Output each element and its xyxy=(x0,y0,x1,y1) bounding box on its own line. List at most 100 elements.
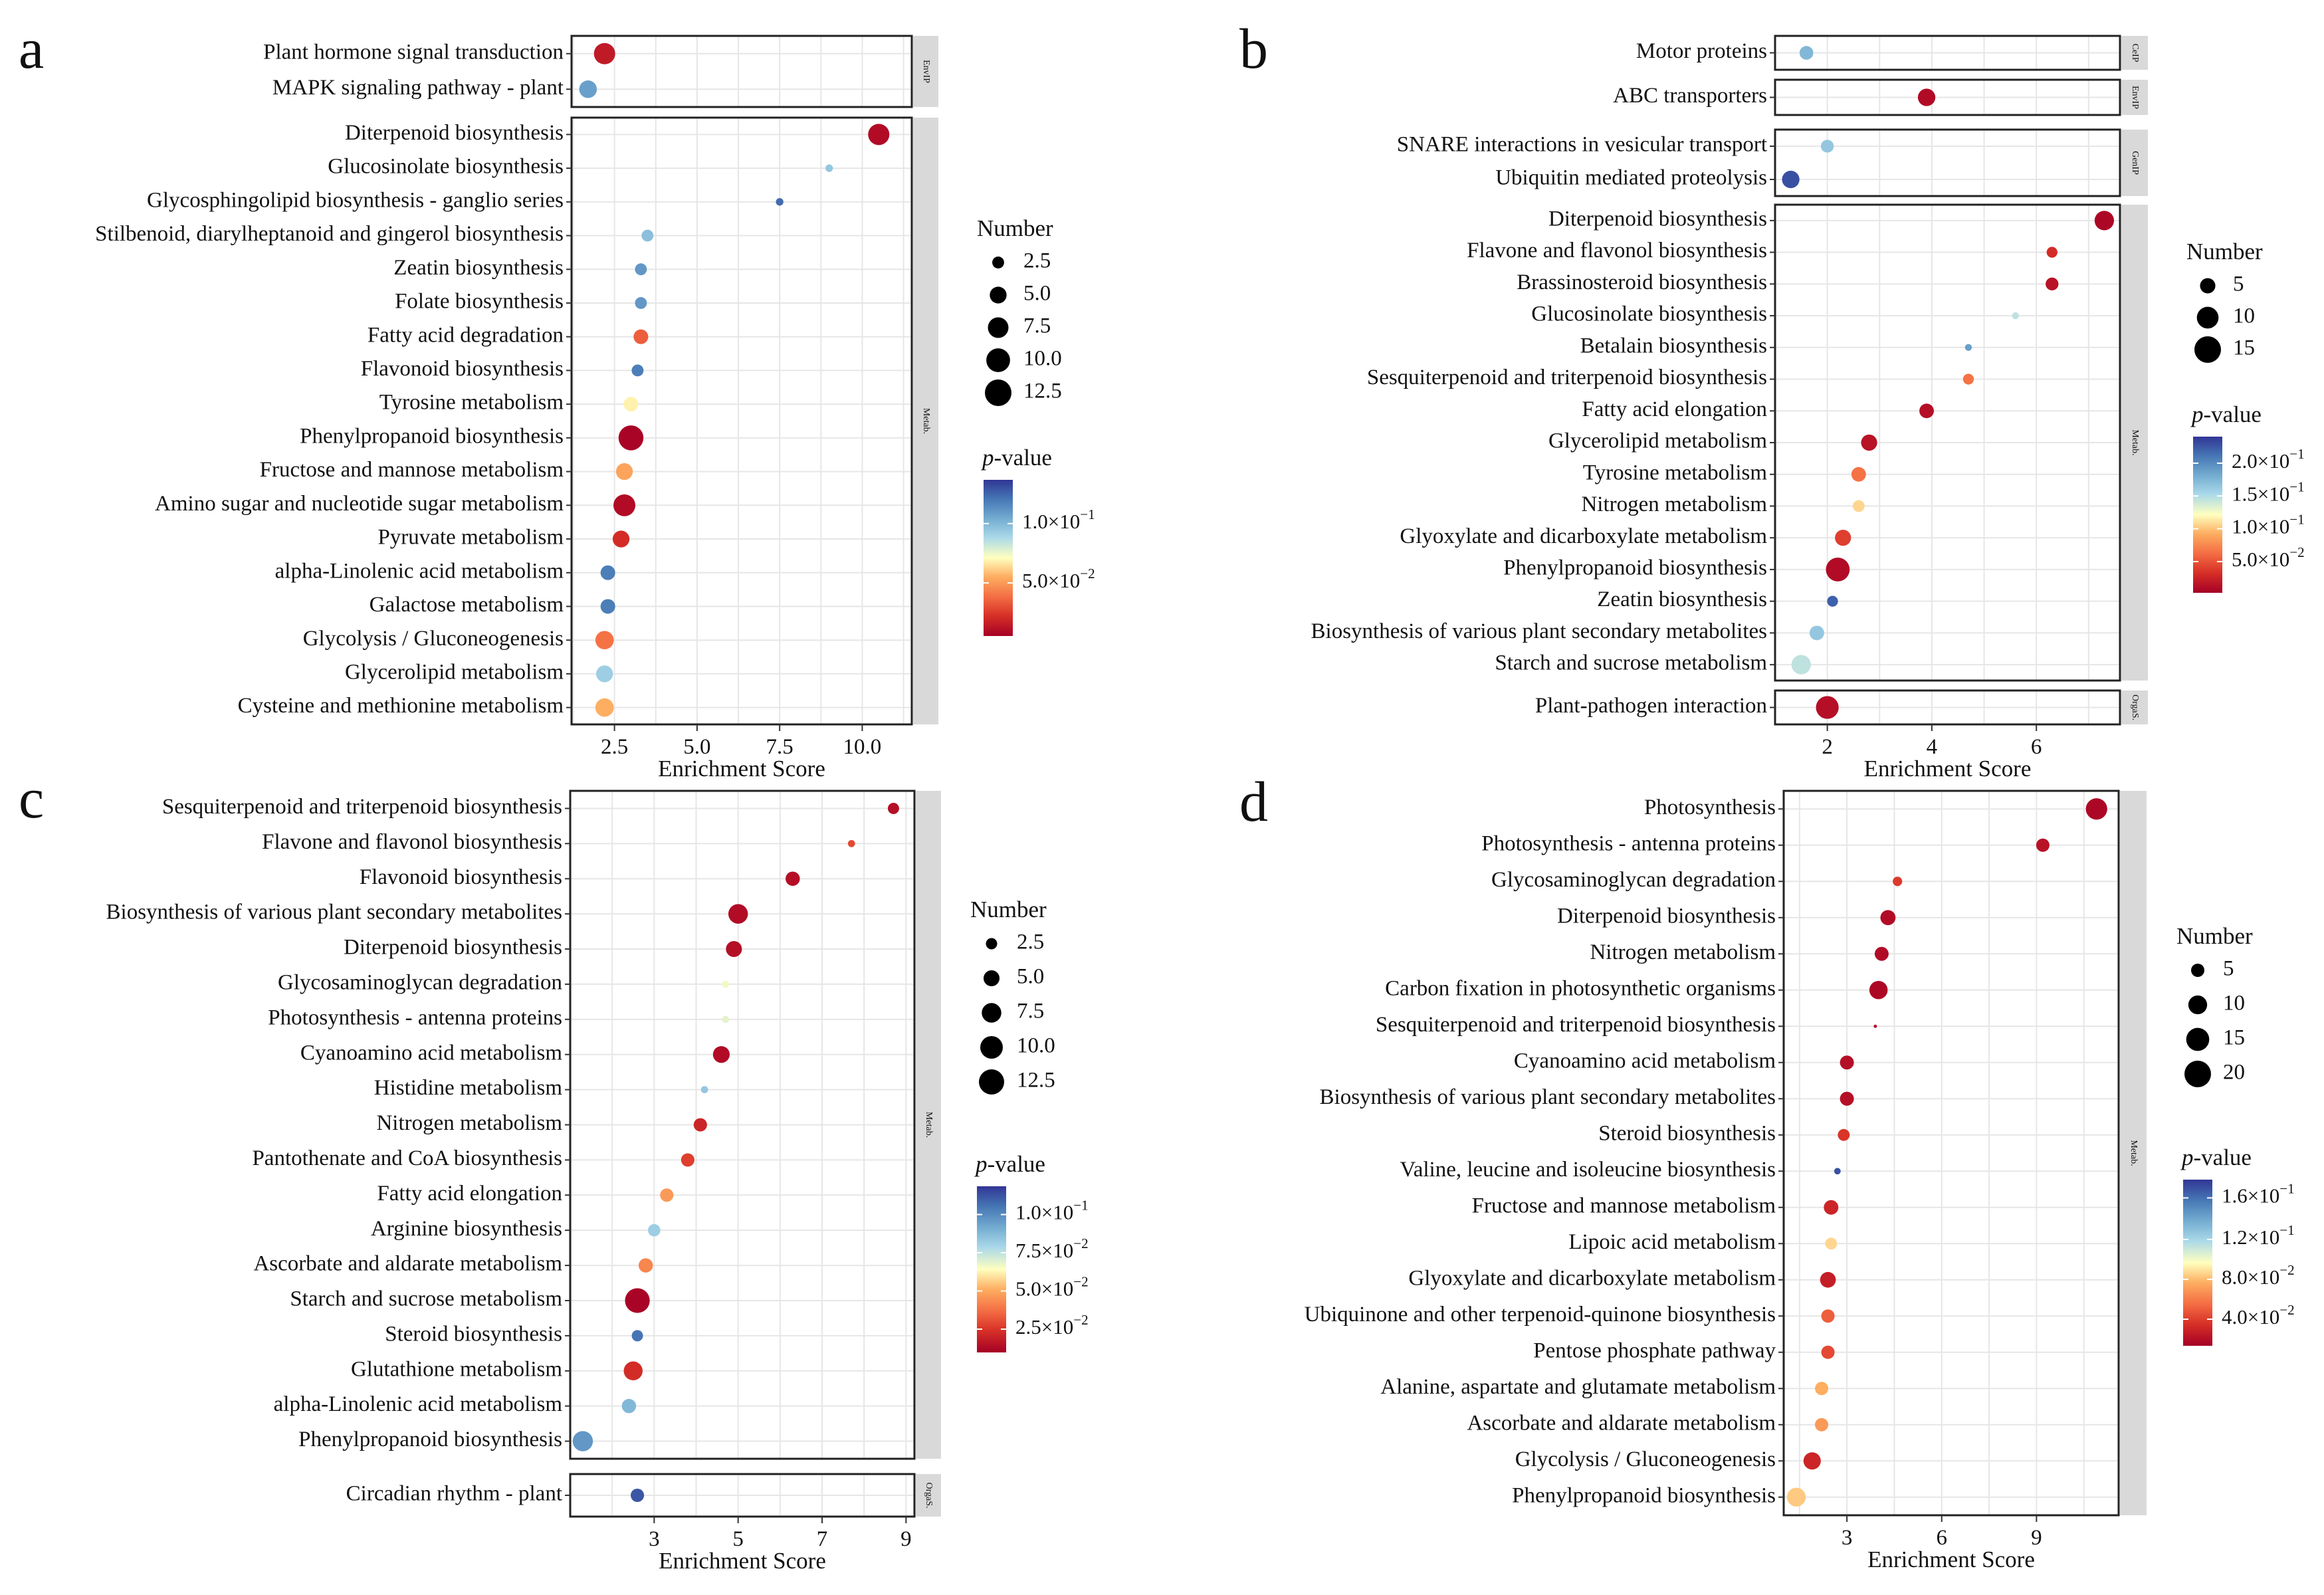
size-legend-label: 15 xyxy=(2223,1026,2245,1050)
facet-strip-label: EnvIP xyxy=(921,60,931,83)
data-point xyxy=(593,43,615,64)
y-tick-label: Glycosaminoglycan degradation xyxy=(1491,868,1776,892)
y-tick-label: Glucosinolate biosynthesis xyxy=(1531,302,1767,326)
color-bar-label-exponent: −1 xyxy=(1080,506,1095,522)
data-point xyxy=(641,229,654,242)
data-point xyxy=(579,80,597,98)
size-legend-key xyxy=(982,1003,1002,1023)
size-legend-key xyxy=(2196,306,2219,329)
size-legend-title: Number xyxy=(2176,923,2253,949)
data-point xyxy=(1815,1382,1829,1396)
data-point xyxy=(595,698,614,717)
x-tick-label: 2.5 xyxy=(601,735,628,759)
color-bar-label-exponent: −2 xyxy=(1073,1235,1088,1251)
panel-d: d Metab. Photosynthesis Photosynthesis - an… xyxy=(1239,770,2295,1572)
color-legend-title: p-value xyxy=(2180,1144,2252,1170)
y-tick-label: Nitrogen metabolism xyxy=(376,1111,562,1135)
data-point xyxy=(776,198,784,206)
facet-strip xyxy=(916,791,941,1459)
data-point xyxy=(612,530,630,548)
y-tick-label: alpha-Linolenic acid metabolism xyxy=(274,1392,563,1416)
facet-strip xyxy=(2121,130,2148,196)
x-tick-label: 2 xyxy=(1822,735,1833,759)
y-tick-label: Phenylpropanoid biosynthesis xyxy=(298,1428,562,1451)
data-point xyxy=(600,565,615,580)
y-tick-label: Flavone and flavonol biosynthesis xyxy=(1467,239,1767,263)
size-legend-key xyxy=(983,970,1000,987)
y-tick-label: Biosynthesis of various plant secondary … xyxy=(1320,1085,1776,1109)
y-tick-label: Pantothenate and CoA biosynthesis xyxy=(252,1146,562,1170)
data-point xyxy=(1815,1418,1829,1432)
data-point xyxy=(631,1330,643,1342)
y-tick-label: Glycerolipid metabolism xyxy=(1548,429,1767,453)
x-axis: 3 5 7 9 Enrichment Score xyxy=(649,1517,912,1574)
color-bar-label: 1.6×10−1 xyxy=(2222,1180,2295,1207)
y-tick-label: Fatty acid degradation xyxy=(368,323,564,347)
y-tick-label: Alanine, aspartate and glutamate metabol… xyxy=(1380,1375,1776,1399)
data-point xyxy=(635,297,647,309)
color-bar-label-mantissa: 1.6×10 xyxy=(2222,1184,2279,1208)
color-legend-title-italic: p xyxy=(2180,1144,2194,1170)
group-genip: GenIP SNARE interactions in vesicular tra… xyxy=(1397,128,2148,197)
color-bar-label: 4.0×10−2 xyxy=(2222,1302,2295,1329)
y-tick-label: Flavonoid biosynthesis xyxy=(361,357,564,381)
x-tick-label: 5 xyxy=(732,1527,744,1551)
x-axis-title: Enrichment Score xyxy=(1864,756,2032,782)
plot-frame xyxy=(1782,790,2120,1517)
y-tick-label: Amino sugar and nucleotide sugar metabol… xyxy=(155,492,564,516)
color-legend-title-rest: -value xyxy=(2204,401,2262,427)
data-point xyxy=(1835,530,1851,546)
y-tick-label: Tyrosine metabolism xyxy=(1583,461,1768,484)
y-tick-label: Fatty acid elongation xyxy=(377,1182,562,1206)
size-legend-label: 10.0 xyxy=(1023,347,1062,371)
color-bar-label-mantissa: 1.0×10 xyxy=(1015,1201,1073,1224)
y-tick-label: Glycerolipid metabolism xyxy=(345,660,564,684)
data-point xyxy=(1826,558,1850,582)
y-tick-label: Folate biosynthesis xyxy=(395,290,564,314)
facet-strip-label: OrgaS. xyxy=(2130,694,2140,720)
data-point xyxy=(1861,434,1877,451)
panel-c: c Metab. Sesquiterpenoid and triterpenoid … xyxy=(19,766,1089,1574)
size-legend-label: 15 xyxy=(2233,336,2255,360)
x-axis-title: Enrichment Score xyxy=(1867,1546,2035,1572)
color-bar-label: 1.0×10−1 xyxy=(2232,511,2305,538)
y-tick-label: Nitrogen metabolism xyxy=(1590,940,1776,964)
size-legend-label: 5 xyxy=(2233,272,2244,296)
color-bar-label: 5.0×10−2 xyxy=(1022,566,1095,592)
data-point xyxy=(1809,625,1824,641)
data-point xyxy=(1838,1128,1850,1141)
size-legend-key xyxy=(986,348,1010,372)
color-legend-title-italic: p xyxy=(2190,401,2204,427)
color-bar xyxy=(977,1186,1006,1352)
y-tick-label: Ascorbate and aldarate metabolism xyxy=(253,1252,562,1276)
color-bar-label-mantissa: 1.0×10 xyxy=(1022,510,1080,533)
size-legend-label: 2.5 xyxy=(1023,249,1051,273)
group-ceip: CeIP Motor proteins xyxy=(1636,35,2148,71)
color-bar-label-mantissa: 1.5×10 xyxy=(2232,482,2289,505)
size-legend: Number 2.5 5.0 7.5 10.0 12.5 xyxy=(977,215,1062,406)
y-tick-label: Phenylpropanoid biosynthesis xyxy=(300,424,564,448)
color-legend-title-italic: p xyxy=(980,445,994,471)
data-point xyxy=(1880,910,1896,926)
y-tick-label: Glutathione metabolism xyxy=(351,1357,562,1381)
data-point xyxy=(1786,1487,1806,1507)
y-tick-label: Photosynthesis - antenna proteins xyxy=(268,1006,562,1029)
x-tick-label: 3 xyxy=(1842,1526,1853,1550)
group-envip: EnvIP Plant hormone signal transduction MA… xyxy=(263,35,938,108)
data-point xyxy=(600,599,615,614)
color-legend-title: p-value xyxy=(974,1151,1045,1177)
data-point xyxy=(2085,798,2107,820)
data-point xyxy=(1820,1271,1836,1288)
x-tick-label: 3 xyxy=(649,1527,660,1551)
facet-strip xyxy=(2121,205,2148,681)
data-point xyxy=(1840,1091,1854,1106)
y-tick-label: Steroid biosynthesis xyxy=(385,1322,562,1346)
data-point xyxy=(1873,1024,1877,1028)
group-envip: EnvIP ABC transporters xyxy=(1613,78,2148,116)
size-legend-label: 5 xyxy=(2223,957,2234,981)
data-point xyxy=(1852,500,1865,512)
size-legend-label: 10.0 xyxy=(1017,1034,1055,1058)
y-tick-label: Starch and sucrose metabolism xyxy=(1495,651,1767,675)
y-tick-label: Fructose and mannose metabolism xyxy=(260,458,564,482)
